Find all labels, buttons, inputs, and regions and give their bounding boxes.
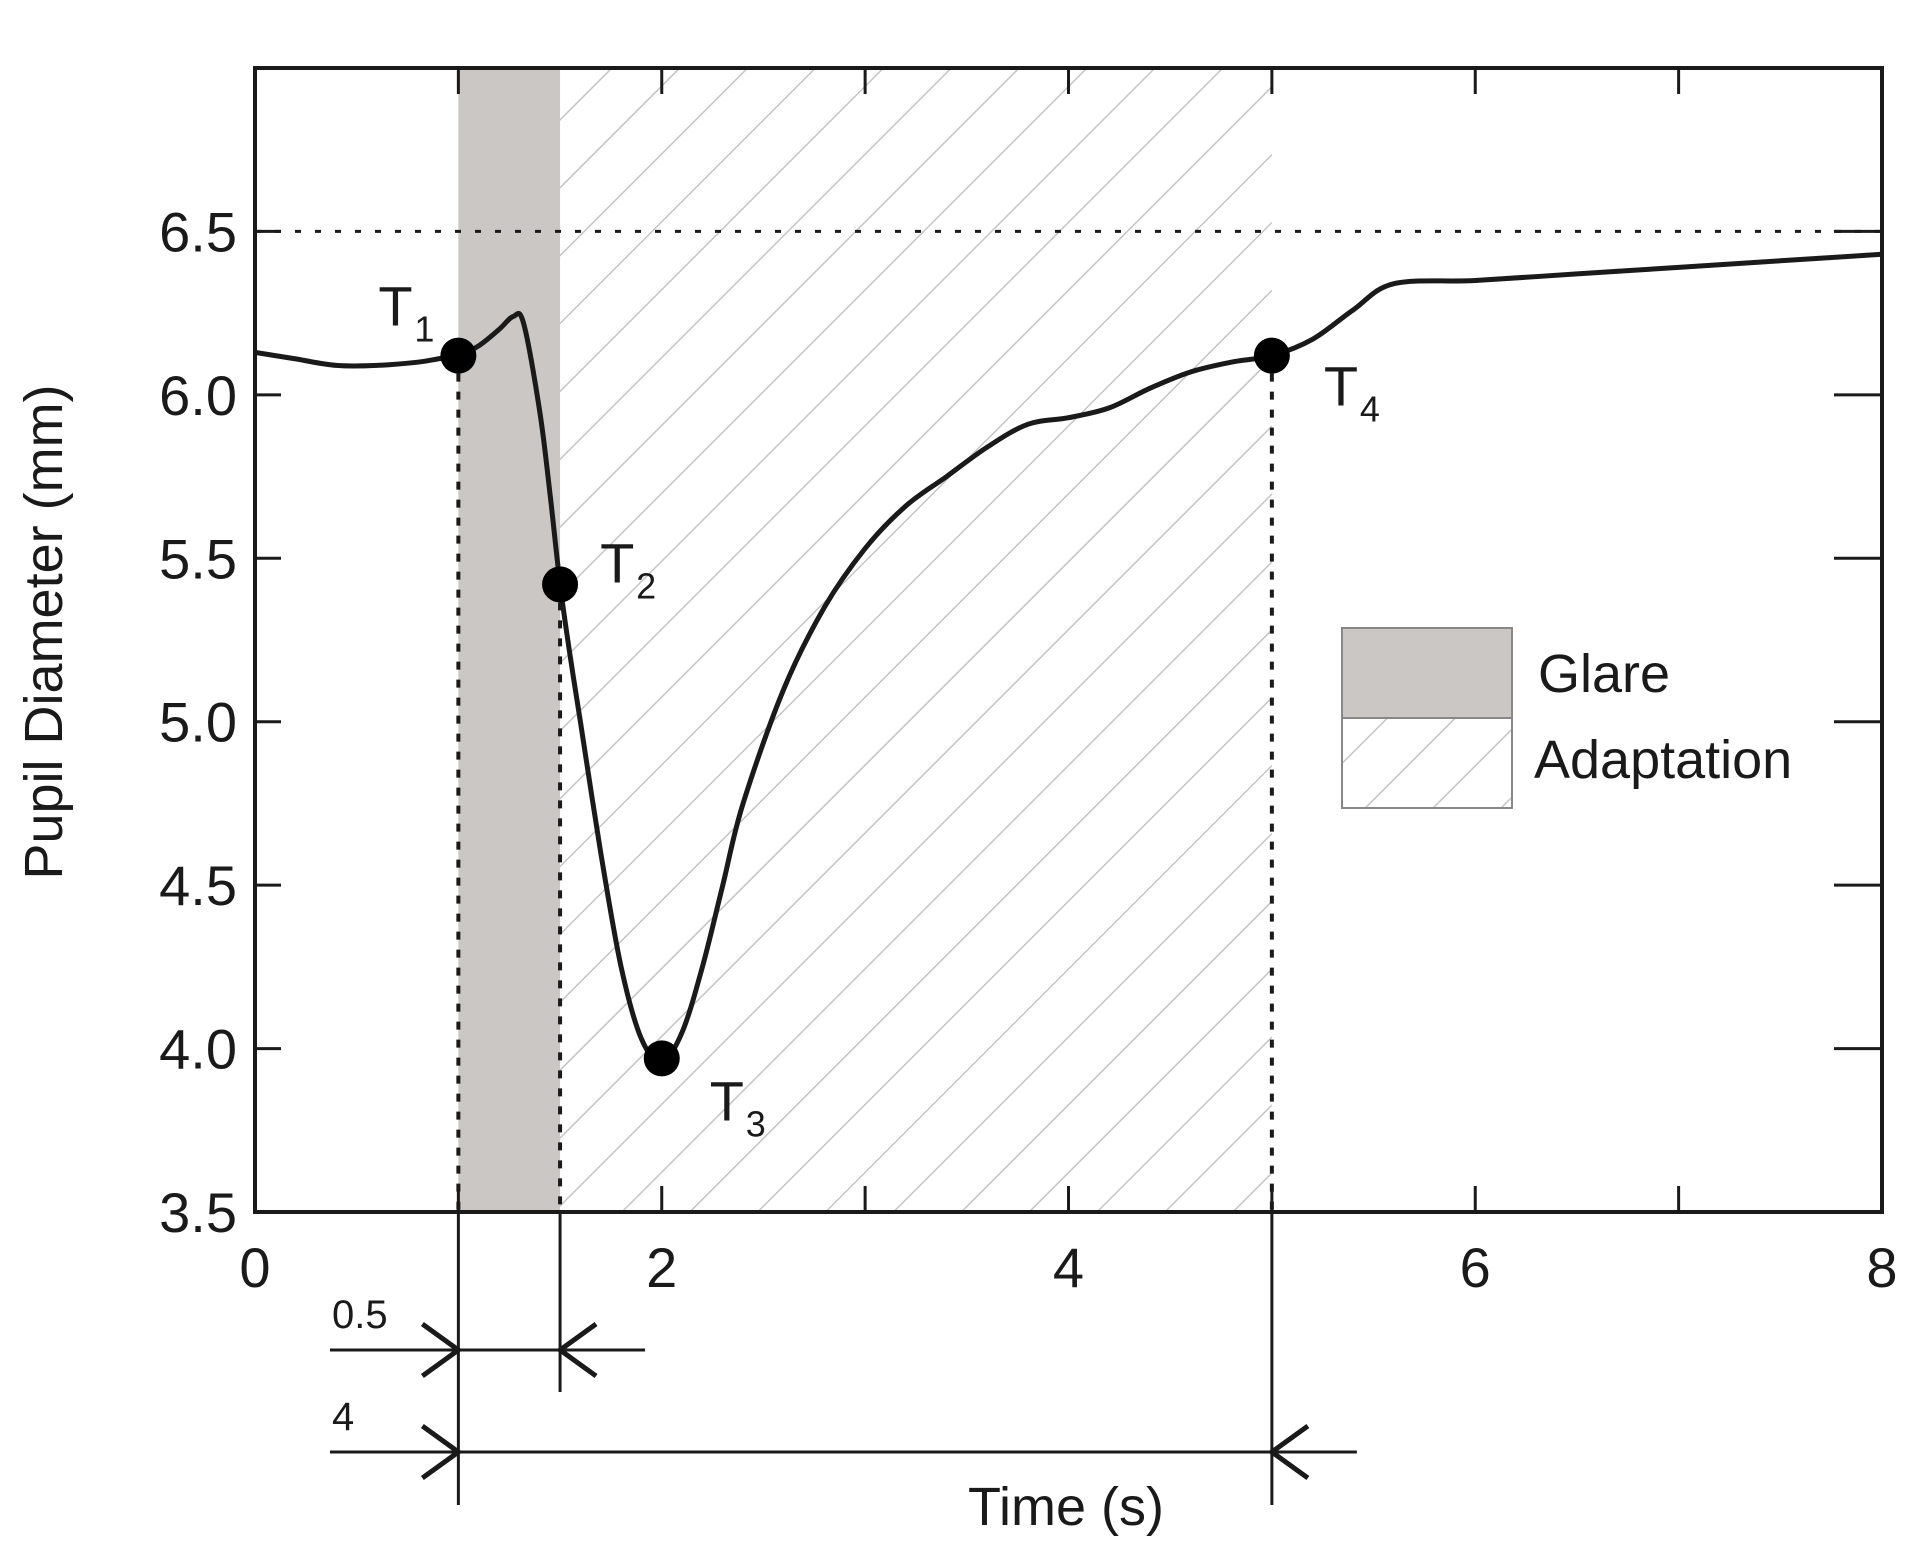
marker-points: T 1T 2T 3T 4 — [378, 275, 1380, 1145]
dimension-arrow-end — [555, 1321, 598, 1379]
legend-label-glare: Glare — [1538, 644, 1670, 704]
x-tick-label: 8 — [1866, 1236, 1897, 1299]
x-tick-label: 6 — [1460, 1236, 1491, 1299]
x-tick-label: 4 — [1053, 1236, 1084, 1299]
point-label-t3: T — [710, 1069, 744, 1132]
point-marker-t4 — [1253, 337, 1290, 374]
legend-label-adaptation: Adaptation — [1534, 730, 1792, 790]
point-label-t2: T — [600, 531, 634, 594]
x-axis-title: Time (s) — [968, 1477, 1164, 1537]
y-tick-label: 6.0 — [159, 364, 237, 427]
point-label-t4: T — [1324, 355, 1358, 418]
legend-swatch-glare — [1341, 627, 1513, 719]
legend-swatch-adaptation — [1341, 717, 1513, 809]
point-label-t1: T — [378, 275, 412, 338]
dimension-annotations: 0.54 — [330, 1212, 1357, 1505]
point-marker-t1 — [440, 337, 477, 374]
adaptation-region — [560, 68, 1272, 1212]
point-sublabel-t3: 3 — [746, 1103, 766, 1144]
y-tick-label: 4.5 — [159, 854, 237, 917]
y-axis-title: Pupil Diameter (mm) — [14, 384, 74, 879]
reference-lines — [255, 229, 1882, 1212]
dimension-arrow-end — [1267, 1423, 1310, 1481]
shaded-regions — [458, 68, 1272, 1212]
dimension-label: 4 — [332, 1395, 354, 1439]
y-tick-label: 5.0 — [159, 691, 237, 754]
point-marker-t2 — [542, 566, 579, 603]
dimension-label: 0.5 — [332, 1293, 388, 1337]
point-sublabel-t4: 4 — [1360, 389, 1380, 430]
x-tick-label: 0 — [239, 1236, 270, 1299]
series-line — [254, 251, 1883, 1065]
point-sublabel-t1: 1 — [414, 309, 434, 350]
x-tick-label: 2 — [646, 1236, 677, 1299]
y-tick-label: 5.5 — [159, 527, 237, 590]
axis-ticks: 0 2 4 6 8 3.5 4.0 4.5 5.0 5.5 6.0 6.5 — [159, 68, 1898, 1299]
point-sublabel-t2: 2 — [636, 565, 656, 606]
glare-region — [458, 68, 561, 1212]
series-layer — [254, 251, 1883, 1065]
dimension-arrow-start — [420, 1321, 463, 1379]
point-marker-t3 — [643, 1040, 680, 1077]
y-tick-label: 6.5 — [159, 200, 237, 263]
y-tick-label: 3.5 — [159, 1181, 237, 1244]
dimension-arrow-start — [420, 1423, 463, 1481]
y-tick-label: 4.0 — [159, 1018, 237, 1081]
legend: Glare Adaptation — [1341, 627, 1792, 809]
